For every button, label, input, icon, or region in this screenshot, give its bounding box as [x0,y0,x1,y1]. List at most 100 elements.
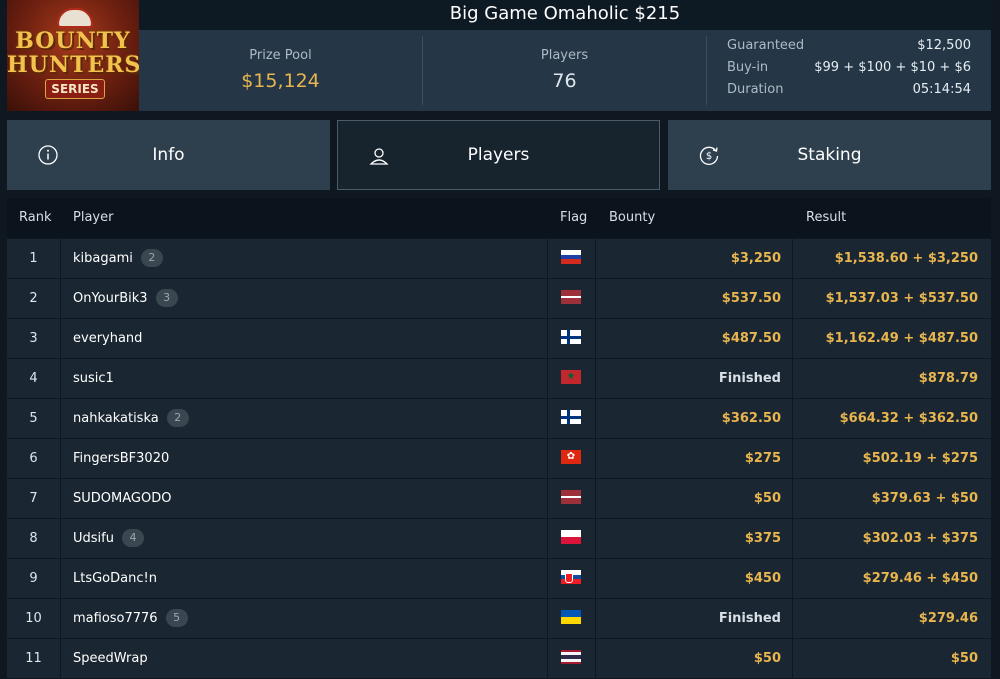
flag-cell [548,239,595,278]
player-name[interactable]: LtsGoDanc!n [73,571,157,586]
column-divider [595,479,596,518]
bounty-cell: $3,250 [730,251,781,266]
table-row[interactable]: 4 susic1 ★ Finished $878.79 [7,358,991,398]
table-header: Rank Player Flag Bounty Result [7,198,991,238]
flag-cell [548,479,595,518]
flag-cell [548,319,595,358]
column-divider [60,399,61,438]
tab-staking[interactable]: $ Staking [668,120,991,190]
prize-pool-value: $15,124 [241,70,320,92]
entries-badge: 4 [121,528,144,547]
tab-info[interactable]: Info [7,120,330,190]
tab-info-label: Info [152,145,185,165]
rank-cell: 5 [29,411,38,426]
bounty-cell: Finished [718,371,781,386]
bounty-cell: $450 [744,571,781,586]
header-player[interactable]: Player [73,210,114,225]
prize-pool-stat: Prize Pool $15,124 [139,30,422,111]
column-divider [595,639,596,678]
header-rank[interactable]: Rank [19,210,52,225]
tab-players[interactable]: Players [337,120,660,190]
player-name[interactable]: Udsifu [73,531,114,546]
rank-cell: 11 [25,651,42,666]
column-divider [60,479,61,518]
column-divider [595,399,596,438]
column-divider [595,319,596,358]
players-table: Rank Player Flag Bounty Result 1 kibagami… [7,198,991,679]
header-bounty[interactable]: Bounty [609,210,656,225]
player-name[interactable]: FingersBF3020 [73,451,170,466]
player-name[interactable]: nahkakatiska [73,411,159,426]
entries-badge: 2 [166,408,189,427]
player-name[interactable]: everyhand [73,331,143,346]
table-row[interactable]: 9 LtsGoDanc!n $450 $279.46 + $450 [7,558,991,598]
column-divider [60,599,61,638]
result-cell: $878.79 [918,371,978,386]
flag-cell: ✿ [548,439,595,478]
column-divider [595,359,596,398]
flag-cell [548,639,595,678]
bounty-cell: $275 [744,451,781,466]
flag-cell [548,559,595,598]
player-name[interactable]: SpeedWrap [73,651,148,666]
player-name[interactable]: SUDOMAGODO [73,491,172,506]
column-divider [595,559,596,598]
entries-badge: 3 [155,288,178,307]
column-divider [547,479,548,518]
player-name[interactable]: susic1 [73,371,114,386]
latvia-flag-icon [561,290,581,304]
morocco-flag-icon: ★ [561,370,581,384]
column-divider [792,239,793,278]
table-row[interactable]: 2 OnYourBik3 3 $537.50 $1,537.03 + $537.50 [7,278,991,318]
table-row[interactable]: 3 everyhand $487.50 $1,162.49 + $487.50 [7,318,991,358]
rank-cell: 3 [29,331,38,346]
header-flag[interactable]: Flag [560,210,588,225]
dollar-cycle-icon: $ [699,146,719,165]
detail-label: Buy-in [727,60,769,75]
table-row[interactable]: 10 mafioso7776 5 Finished $279.46 [7,598,991,638]
stats-panel: Prize Pool $15,124 Players 76 Guaranteed… [139,30,991,111]
bounty-hunters-series-logo: BOUNTY HUNTERS SERIES [7,0,139,111]
players-label: Players [540,48,589,63]
column-divider [595,279,596,318]
table-row[interactable]: 5 nahkakatiska 2 $362.50 $664.32 + $362.50 [7,398,991,438]
column-divider [547,559,548,598]
result-cell: $279.46 [918,611,978,626]
table-row[interactable]: 8 Udsifu 4 $375 $302.03 + $375 [7,518,991,558]
column-divider [60,519,61,558]
player-cell: nahkakatiska 2 [61,399,547,438]
player-cell: everyhand [61,319,547,358]
player-name[interactable]: mafioso7776 [73,611,158,626]
table-row[interactable]: 6 FingersBF3020 ✿ $275 $502.19 + $275 [7,438,991,478]
svg-text:$: $ [706,151,712,162]
entries-badge: 5 [165,608,188,627]
logo-line-3: SERIES [45,79,105,99]
result-cell: $1,538.60 + $3,250 [834,251,978,266]
column-divider [547,599,548,638]
player-cell: mafioso7776 5 [61,599,547,638]
column-divider [547,439,548,478]
player-name[interactable]: OnYourBik3 [73,291,148,306]
table-row[interactable]: 7 SUDOMAGODO $50 $379.63 + $50 [7,478,991,518]
column-divider [792,279,793,318]
column-divider [792,559,793,598]
table-row[interactable]: 11 SpeedWrap $50 $50 [7,638,991,678]
column-divider [547,279,548,318]
header-result[interactable]: Result [806,210,847,225]
column-divider [595,439,596,478]
result-cell: $379.63 + $50 [871,491,978,506]
column-divider [547,359,548,398]
table-row[interactable]: 1 kibagami 2 $3,250 $1,538.60 + $3,250 [7,238,991,278]
finland-flag-icon [561,330,581,344]
stats-divider [706,36,707,105]
bounty-cell: $50 [753,651,781,666]
ukraine-flag-icon [561,610,581,624]
player-name[interactable]: kibagami [73,251,133,266]
player-cell: susic1 [61,359,547,398]
bounty-cell: $362.50 [721,411,781,426]
info-icon [38,145,58,165]
column-divider [60,559,61,598]
tournament-title: Big Game Omaholic $215 [139,0,991,30]
table-body: 1 kibagami 2 $3,250 $1,538.60 + $3,250 2 OnYou… [7,238,991,678]
result-cell: $50 [950,651,978,666]
